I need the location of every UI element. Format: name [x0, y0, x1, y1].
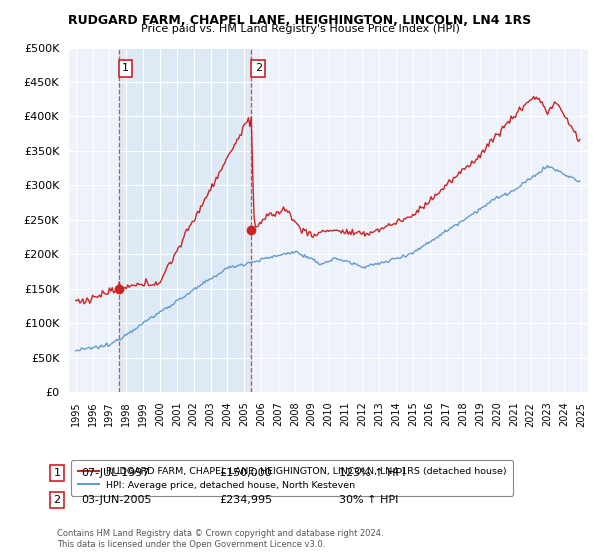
Text: RUDGARD FARM, CHAPEL LANE, HEIGHINGTON, LINCOLN, LN4 1RS: RUDGARD FARM, CHAPEL LANE, HEIGHINGTON, …	[68, 14, 532, 27]
Text: 1: 1	[53, 468, 61, 478]
Text: 2: 2	[254, 63, 262, 73]
Text: Contains HM Land Registry data © Crown copyright and database right 2024.
This d: Contains HM Land Registry data © Crown c…	[57, 529, 383, 549]
Text: 30% ↑ HPI: 30% ↑ HPI	[339, 495, 398, 505]
Text: 123% ↑ HPI: 123% ↑ HPI	[339, 468, 406, 478]
Text: 1: 1	[122, 63, 129, 73]
Bar	[119, 48, 251, 392]
Text: 2: 2	[53, 495, 61, 505]
Text: 07-JUL-1997: 07-JUL-1997	[81, 468, 149, 478]
Text: Price paid vs. HM Land Registry's House Price Index (HPI): Price paid vs. HM Land Registry's House …	[140, 24, 460, 34]
Legend: RUDGARD FARM, CHAPEL LANE, HEIGHINGTON, LINCOLN, LN4 1RS (detached house), HPI: : RUDGARD FARM, CHAPEL LANE, HEIGHINGTON, …	[71, 460, 514, 496]
Text: 03-JUN-2005: 03-JUN-2005	[81, 495, 151, 505]
Text: £150,000: £150,000	[219, 468, 272, 478]
Text: £234,995: £234,995	[219, 495, 272, 505]
